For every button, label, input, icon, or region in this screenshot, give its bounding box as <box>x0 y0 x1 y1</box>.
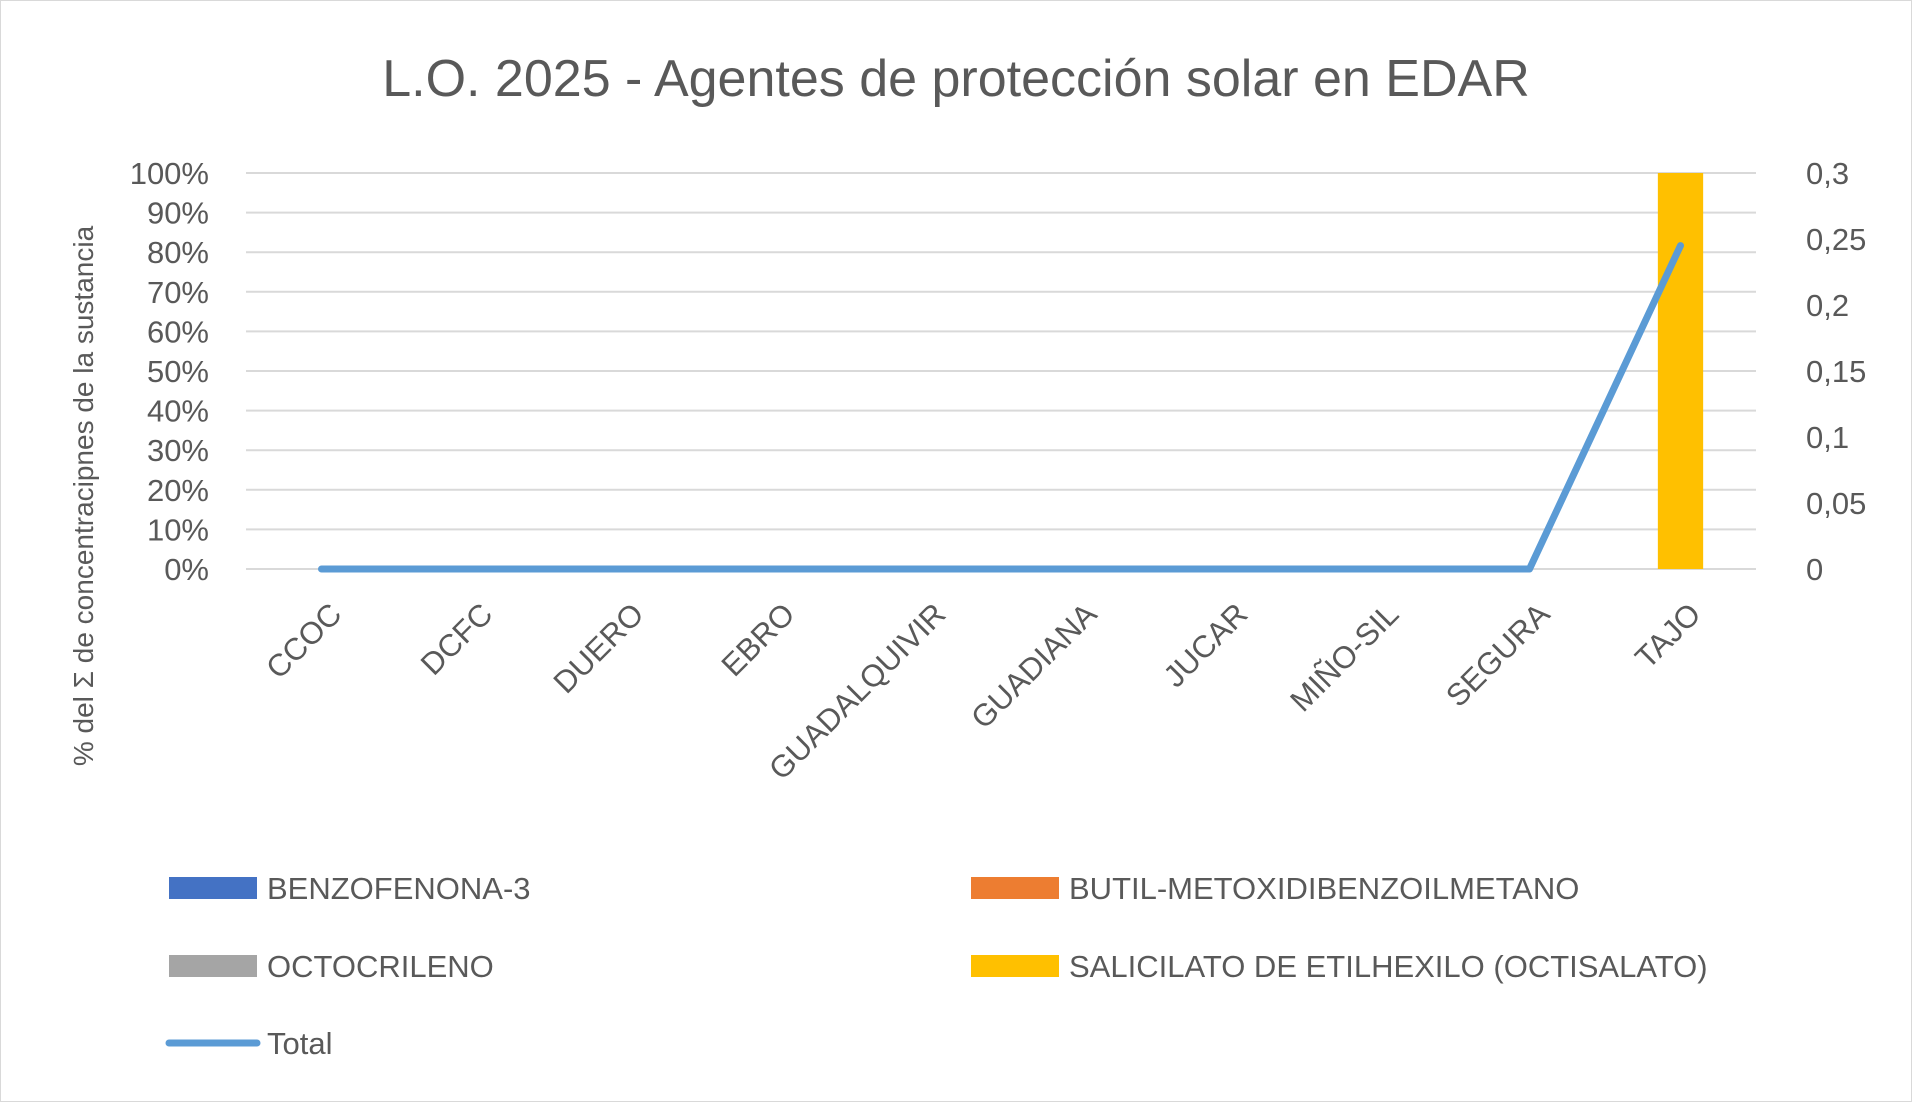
y2-tick-label: 0 <box>1806 552 1823 587</box>
legend-swatch <box>971 877 1059 899</box>
legend-swatch <box>169 955 257 977</box>
legend-label: SALICILATO DE ETILHEXILO (OCTISALATO) <box>1069 949 1708 984</box>
x-tick-label: DUERO <box>547 596 651 700</box>
total-line <box>318 242 1684 573</box>
y-tick-label: 100% <box>130 156 209 191</box>
y2-tick-label: 0,3 <box>1806 156 1849 191</box>
y-tick-label: 30% <box>147 433 209 468</box>
x-tick-label: TAJO <box>1628 596 1707 675</box>
legend-label: BENZOFENONA-3 <box>267 871 531 906</box>
y-tick-label: 80% <box>147 235 209 270</box>
y2-tick-label: 0,25 <box>1806 222 1866 257</box>
y-tick-label: 60% <box>147 314 209 349</box>
y2-tick-label: 0,05 <box>1806 486 1866 521</box>
bars-group <box>1657 173 1704 569</box>
x-tick-label: CCOC <box>259 596 348 685</box>
y2-tick-label: 0,1 <box>1806 420 1849 455</box>
y-tick-label: 50% <box>147 354 209 389</box>
x-tick-label: GUADIANA <box>964 596 1103 735</box>
y-tick-label: 90% <box>147 196 209 231</box>
legend-label: Total <box>267 1026 332 1061</box>
y2-tick-label: 0,2 <box>1806 288 1849 323</box>
chart-title: L.O. 2025 - Agentes de protección solar … <box>382 50 1530 108</box>
total-line-group <box>318 242 1684 573</box>
legend-label: OCTOCRILENO <box>267 949 494 984</box>
legend: BENZOFENONA-3 BUTIL-METOXIDIBENZOILMETANO… <box>165 871 1708 1061</box>
y-tick-label: 70% <box>147 275 209 310</box>
primary-y-axis-ticks: 0% 10% 20% 30% 40% 50% 60% 70% 80% 90% 100% <box>130 156 209 587</box>
y-tick-label: 0% <box>164 552 209 587</box>
legend-swatch <box>971 955 1059 977</box>
x-tick-label: EBRO <box>715 596 802 683</box>
x-tick-label: MIÑO-SIL <box>1283 596 1405 718</box>
y-axis-label: % del Σ de concentracipnes de la sustanc… <box>68 225 99 766</box>
x-tick-label: DCFC <box>414 596 500 682</box>
y-tick-label: 20% <box>147 473 209 508</box>
y-tick-label: 40% <box>147 394 209 429</box>
y-tick-label: 10% <box>147 512 209 547</box>
y2-tick-label: 0,15 <box>1806 354 1866 389</box>
legend-label: BUTIL-METOXIDIBENZOILMETANO <box>1069 871 1579 906</box>
legend-swatch <box>169 877 257 899</box>
x-tick-label: JUCAR <box>1157 596 1255 694</box>
gridlines <box>246 172 1756 570</box>
bar <box>1657 173 1704 569</box>
x-tick-label: SEGURA <box>1439 596 1557 714</box>
secondary-y-axis-ticks: 0 0,05 0,1 0,15 0,2 0,25 0,3 <box>1806 156 1866 587</box>
